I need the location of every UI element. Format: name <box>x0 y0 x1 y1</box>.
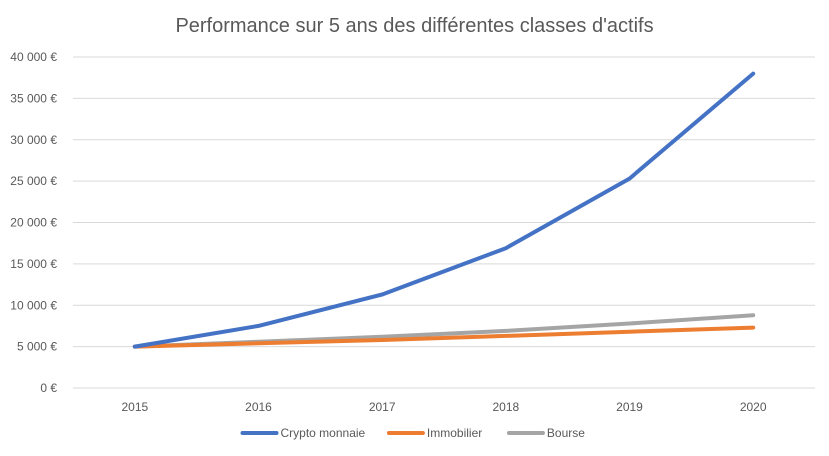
y-tick-label: 20 000 € <box>10 216 57 230</box>
series-lines <box>132 71 756 349</box>
legend-label: Bourse <box>547 426 585 440</box>
y-tick-label: 5 000 € <box>17 340 57 354</box>
x-tick-label: 2018 <box>492 400 519 414</box>
legend-item: Immobilier <box>386 426 482 440</box>
x-tick-label: 2016 <box>245 400 272 414</box>
y-tick-label: 10 000 € <box>10 298 57 312</box>
y-tick-label: 25 000 € <box>10 174 57 188</box>
legend-label: Immobilier <box>427 426 482 440</box>
x-tick-label: 2015 <box>121 400 148 414</box>
legend-label: Crypto monnaie <box>281 426 366 440</box>
x-tick-label: 2019 <box>616 400 643 414</box>
series-line-1 <box>132 325 756 349</box>
x-axis-labels: 2015 2016 2017 2018 2019 2020 <box>121 400 766 414</box>
legend: Crypto monnaie Immobilier Bourse <box>240 426 585 440</box>
legend-item: Crypto monnaie <box>240 426 366 440</box>
y-tick-label: 0 € <box>40 381 57 395</box>
y-tick-label: 30 000 € <box>10 133 57 147</box>
x-tick-label: 2017 <box>369 400 396 414</box>
series-line-0 <box>132 71 756 349</box>
x-tick-label: 2020 <box>740 400 767 414</box>
legend-item: Bourse <box>506 426 585 440</box>
y-tick-label: 35 000 € <box>10 91 57 105</box>
y-tick-label: 40 000 € <box>10 50 57 64</box>
y-tick-label: 15 000 € <box>10 257 57 271</box>
chart-title: Performance sur 5 ans des différentes cl… <box>175 15 653 37</box>
y-axis-labels: 0 € 5 000 € 10 000 € 15 000 € 20 000 € 25 000… <box>10 50 57 395</box>
